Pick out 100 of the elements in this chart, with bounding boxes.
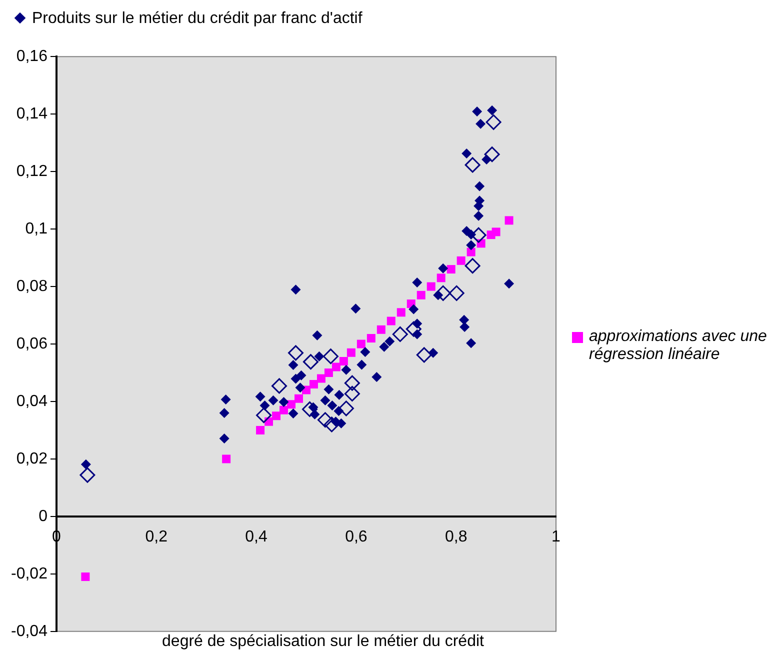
point (466, 230, 476, 240)
point (384, 336, 395, 346)
point (320, 395, 330, 406)
point (487, 105, 498, 116)
point (339, 357, 348, 366)
point (341, 364, 352, 375)
point (278, 397, 289, 408)
y-tick-label: 0,14 (16, 105, 48, 122)
point (288, 345, 304, 361)
y-tick-label: 0,06 (16, 335, 48, 352)
point (344, 375, 360, 391)
point (474, 181, 485, 192)
point (476, 118, 486, 129)
point (482, 154, 492, 164)
point (334, 390, 344, 400)
point (222, 454, 231, 464)
point (466, 338, 476, 348)
point (322, 348, 338, 364)
point (436, 274, 446, 282)
point (446, 265, 456, 274)
point (280, 406, 288, 414)
point (474, 210, 484, 221)
point (316, 374, 326, 383)
point (416, 290, 426, 300)
point (302, 354, 318, 370)
point (426, 282, 436, 291)
point (412, 277, 422, 288)
point (272, 412, 281, 420)
point (317, 412, 333, 428)
point (80, 459, 91, 470)
point (466, 248, 476, 256)
x-axis-title: degré de spécialisation sur le métier du crédit (162, 633, 484, 650)
point (80, 467, 96, 483)
y-tick-label: 0,08 (16, 278, 48, 295)
point (356, 340, 366, 348)
point (350, 304, 361, 314)
point (360, 347, 370, 358)
point (462, 148, 472, 158)
point (324, 384, 334, 394)
x-tick-label: 1 (552, 528, 561, 546)
point (294, 394, 303, 403)
legend-label: Produits sur le métier du crédit par franc d'actif (32, 10, 362, 28)
point (334, 406, 344, 416)
point (504, 278, 514, 289)
point (406, 321, 422, 337)
point (344, 386, 360, 402)
y-tick-label: -0,02 (11, 565, 48, 582)
point (302, 401, 318, 417)
point (312, 330, 322, 340)
point (220, 394, 231, 404)
point (324, 416, 340, 432)
point (416, 347, 432, 363)
point (272, 378, 288, 394)
point (386, 316, 396, 326)
y-tick-label: 0 (38, 508, 48, 525)
point (219, 434, 230, 444)
point (81, 572, 90, 582)
point (255, 392, 266, 402)
point (324, 368, 333, 377)
point (484, 146, 500, 162)
point (296, 370, 306, 380)
point (219, 408, 230, 418)
x-tick-label: 0,4 (245, 528, 268, 546)
x-tick-label: 0,2 (145, 528, 168, 546)
point (309, 380, 318, 388)
point (314, 351, 324, 362)
point (428, 348, 438, 358)
point (492, 228, 500, 236)
point (435, 285, 451, 301)
y-tick-label: 0,1 (25, 220, 48, 238)
point (287, 400, 296, 409)
point (464, 157, 480, 173)
point (290, 374, 301, 384)
x-tick-label: 0,8 (444, 528, 468, 546)
point (338, 400, 354, 416)
point (268, 395, 278, 406)
point (460, 322, 470, 332)
legend-label: approximations avec une régression linéaire (589, 328, 768, 364)
point (472, 106, 482, 116)
point (260, 400, 270, 411)
point (290, 284, 301, 295)
y-tick-label: 0,04 (16, 392, 48, 410)
point (466, 240, 476, 250)
point (332, 362, 340, 372)
point (464, 258, 480, 274)
point (408, 304, 419, 314)
point (256, 408, 272, 424)
point (346, 348, 356, 357)
y-tick-label: -0,04 (11, 622, 48, 640)
x-tick-label: 0,6 (345, 528, 368, 546)
point (392, 326, 408, 342)
point (412, 318, 422, 329)
point (396, 308, 406, 317)
point (504, 216, 514, 225)
point (438, 263, 448, 274)
y-tick-label: 0,16 (16, 48, 48, 66)
point (459, 314, 470, 325)
point (366, 334, 376, 342)
point (356, 360, 367, 370)
y-tick-label: 0,02 (16, 450, 48, 468)
